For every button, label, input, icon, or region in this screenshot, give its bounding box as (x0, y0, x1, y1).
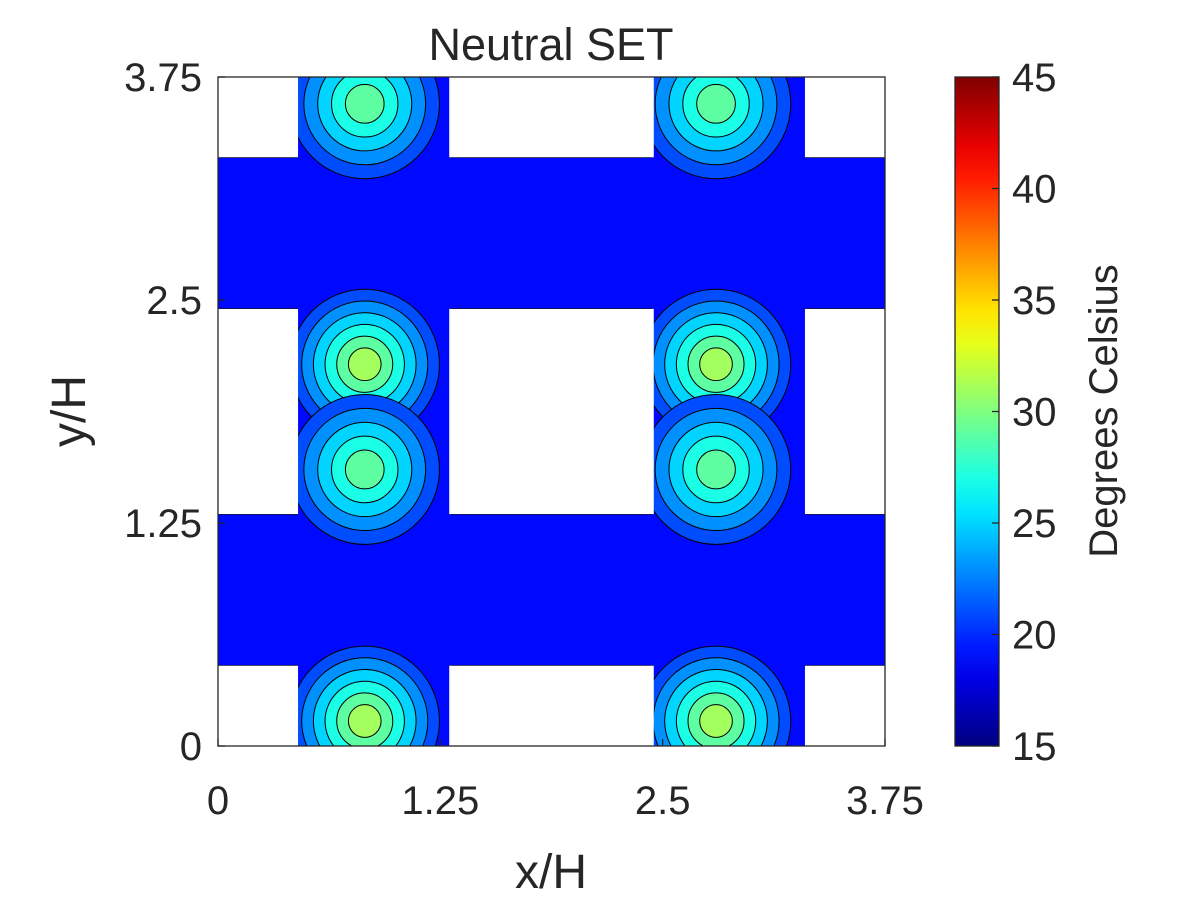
plot-area (218, 77, 885, 746)
hotspot-contour (699, 704, 733, 738)
y-axis-label: y/H (43, 375, 96, 447)
y-axis: 0 1.25 2.5 3.75 (124, 56, 225, 769)
chart-title: Neutral SET (428, 19, 673, 70)
plot-frame (217, 76, 886, 747)
building-block (218, 665, 299, 746)
hotspot-contour (347, 704, 382, 738)
building-block (449, 77, 654, 158)
colorbar-tick-label: 20 (1012, 614, 1057, 658)
x-tick-label: 2.5 (635, 779, 691, 823)
hotspot-contour (344, 449, 385, 490)
y-tick-label: 2.5 (146, 279, 202, 323)
hotspot-contour (699, 347, 733, 382)
hotspot-contour (344, 83, 385, 124)
building-block (449, 665, 654, 746)
building-block (804, 308, 885, 515)
building-blocks (218, 77, 885, 746)
hotspot-contour (696, 449, 736, 490)
building-block (218, 308, 299, 515)
colorbar-tick-label: 15 (1012, 725, 1057, 769)
building-block (804, 665, 885, 746)
x-axis-label: x/H (515, 846, 587, 899)
building-block (449, 308, 654, 515)
colorbar: 15 20 25 30 35 40 45 Degrees Celsius (954, 56, 1126, 769)
colorbar-tick-label: 40 (1012, 168, 1057, 212)
colorbar-label: Degrees Celsius (1082, 264, 1126, 557)
y-tick-label: 1.25 (124, 502, 202, 546)
colorbar-tick-label: 25 (1012, 502, 1057, 546)
hotspot-contour (696, 83, 736, 124)
x-axis: 0 1.25 2.5 3.75 (207, 739, 924, 823)
colorbar-tick-label: 30 (1012, 391, 1057, 435)
y-tick-label: 3.75 (124, 56, 202, 100)
building-block (804, 77, 885, 158)
hotspot-contour (347, 347, 382, 382)
x-tick-label: 1.25 (401, 779, 479, 823)
colorbar-fill (955, 77, 999, 746)
colorbar-tick-label: 45 (1012, 56, 1057, 100)
building-block (218, 77, 299, 158)
colorbar-tick-label: 35 (1012, 279, 1057, 323)
colorbar-ticks: 15 20 25 30 35 40 45 (992, 56, 1057, 769)
x-tick-label: 3.75 (846, 779, 924, 823)
y-tick-label: 0 (180, 725, 202, 769)
x-tick-label: 0 (207, 779, 229, 823)
